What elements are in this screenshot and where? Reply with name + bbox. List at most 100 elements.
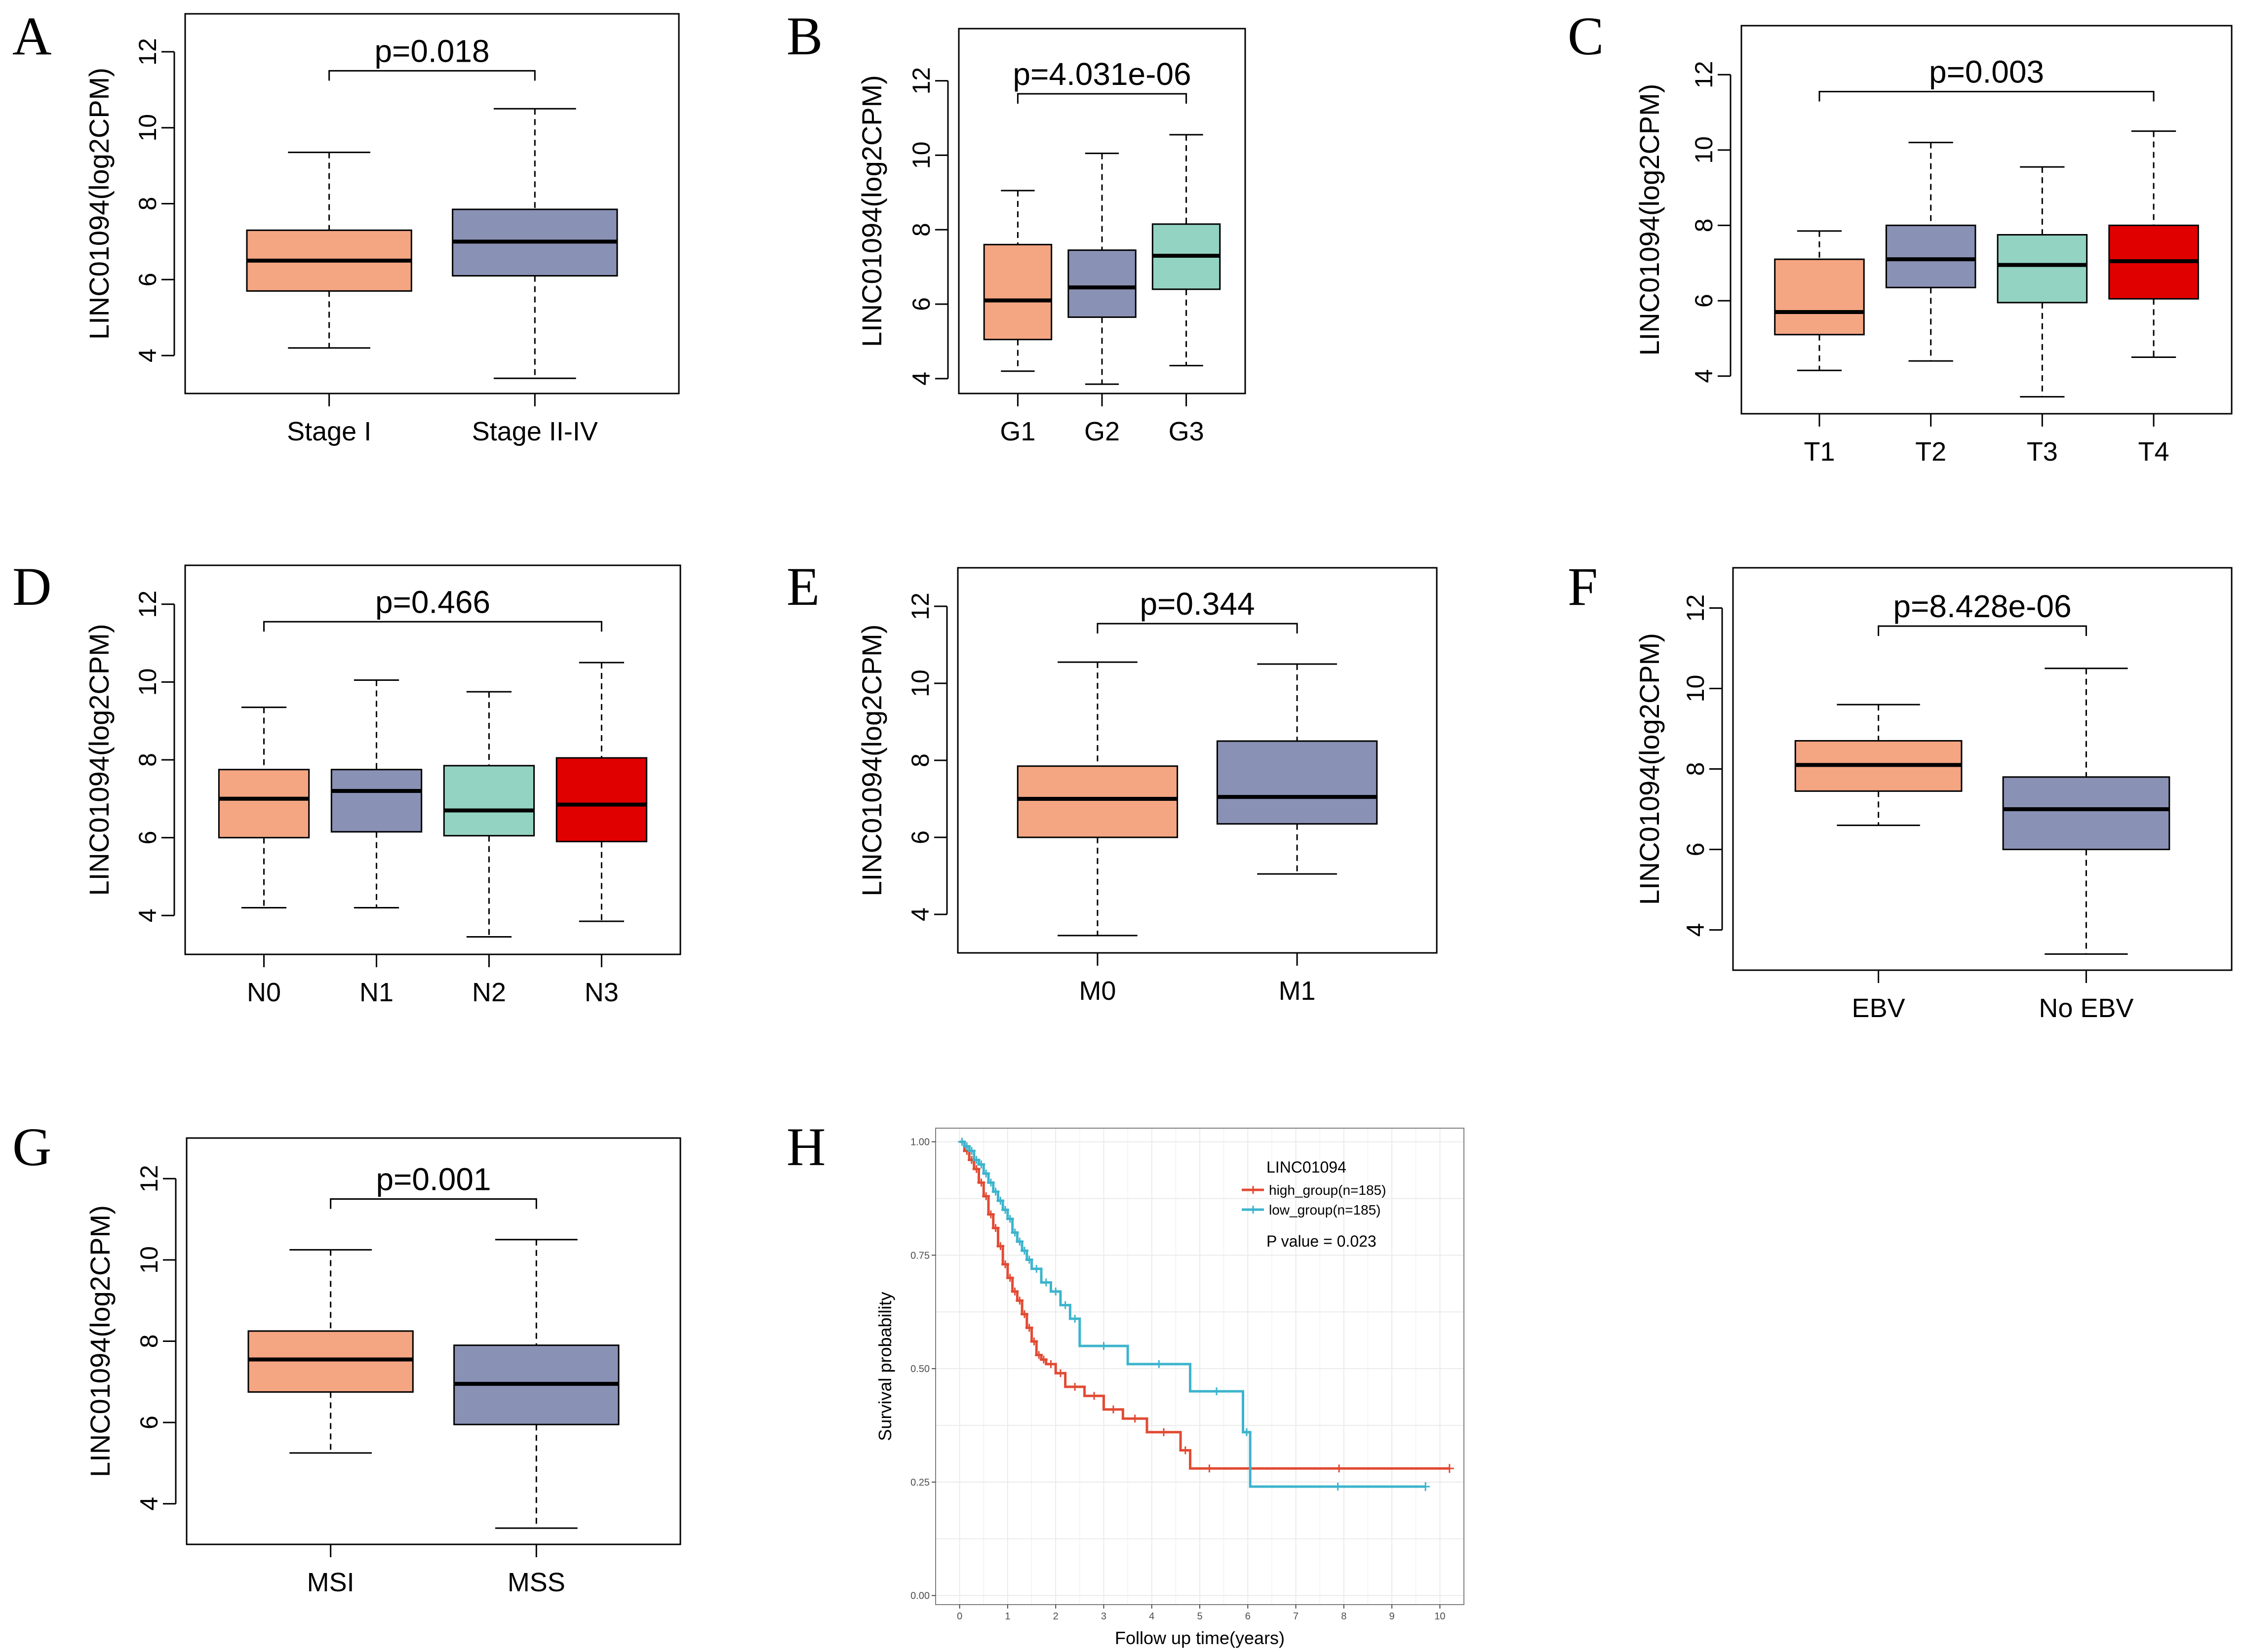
y-axis-title: LINC01094(log2CPM) [83,68,115,340]
y-tick-label: 0.25 [910,1477,930,1488]
y-tick-label: 0.75 [910,1250,930,1261]
box-ebv [1794,704,1963,826]
y-tick-label: 10 [134,669,161,696]
censor-mark [1047,1360,1055,1368]
x-tick-label: T1 [1804,437,1835,467]
x-tick-label: 4 [1149,1611,1154,1622]
legend-censor-mark [1249,1186,1257,1194]
plot-frame [184,13,680,394]
km-series-high [958,1138,1454,1473]
x-tick-label: N0 [247,978,281,1007]
y-tick-label: 6 [907,297,935,311]
censor-mark [967,1146,976,1155]
box-msi [247,1249,414,1454]
y-tick-label: 10 [907,142,935,169]
y-tick-label: 12 [906,592,934,620]
y-tick-label: 6 [135,1416,163,1429]
x-tick-label: 6 [1245,1611,1251,1622]
panel-e: E 4 6 8 10 12 LINC01094(log2CPM) M0 M1 p=0.344 [787,556,1438,1006]
censor-mark [1071,1315,1079,1323]
censor-mark [1020,1247,1028,1255]
censor-mark [1242,1428,1251,1436]
panel-letter: C [1568,6,1604,66]
box-stage-i [246,152,412,349]
y-tick-label: 8 [135,1335,163,1348]
plot-frame [184,564,681,955]
panel-f: F 4 6 8 10 12 LINC01094(log2CPM) EBV No EBV p=8.4… [1568,556,2233,1023]
iqr-box [2002,776,2170,851]
x-tick-label: T4 [2138,437,2169,467]
y-tick-label: 10 [1682,675,1709,703]
censor-mark [1181,1446,1189,1455]
y-tick-label: 4 [1682,923,1709,937]
iqr-box [1017,765,1179,838]
panel-letter: H [787,1117,826,1177]
box-stage-ii-iv [452,108,618,379]
y-tick-label: 8 [134,197,161,211]
box-g3 [1151,134,1221,366]
panel-letter: F [1568,556,1598,617]
y-tick-label: 8 [134,753,161,767]
censor-mark [972,1156,981,1164]
y-tick-label: 4 [907,372,935,386]
y-tick-label: 6 [1690,294,1718,308]
y-tick-label: 12 [134,38,161,66]
y-tick-label: 10 [1690,136,1718,164]
legend-label: high_group(n=185) [1269,1182,1386,1198]
censor-mark [972,1165,981,1173]
censor-mark [991,1187,1000,1196]
x-tick-label: G2 [1084,417,1120,446]
censor-mark [1445,1464,1454,1473]
censor-mark [1071,1382,1079,1391]
censor-mark [996,1242,1005,1250]
plot-frame [957,567,1438,954]
y-tick-label: 8 [1682,762,1709,776]
censor-mark [1090,1392,1098,1400]
comparison-bracket [1878,625,2087,636]
y-tick-label: 10 [135,1246,163,1274]
x-tick-label: G3 [1169,417,1204,446]
x-tick-label: 0 [957,1611,962,1622]
x-tick-label: EBV [1852,993,1905,1023]
panel-letter: E [787,556,820,617]
censor-mark [1030,1337,1038,1345]
legend-label: low_group(n=185) [1269,1202,1381,1218]
panel-b: B 4 6 8 10 12 LINC01094(log2CPM) G1 G2 G3 p=4.031e… [787,6,1246,446]
censor-mark [1213,1387,1221,1396]
censor-mark [1334,1483,1342,1491]
panel-d: D 4 6 8 10 12 LINC01094(log2CPM) N0 N1 N2 N3 p=0.46… [12,556,681,1007]
censor-mark [1001,1206,1010,1214]
y-axis-title: LINC01094(log2CPM) [1634,633,1665,905]
iqr-box [1997,234,2088,304]
censor-mark [1052,1287,1060,1296]
x-tick-label: N2 [472,978,506,1007]
y-axis-title: Survival probability [875,1292,895,1441]
plot-frame [1740,25,2233,415]
censor-mark [982,1192,990,1200]
censor-mark [1205,1464,1214,1473]
plot-frame [1732,567,2233,971]
panel-h: H 0 1 2 3 4 5 6 7 8 9 10 0.00 0.25 0.50 0.75 1.00 Follow … [787,1117,1464,1648]
iqr-box [1067,249,1137,318]
y-tick-label: 10 [906,669,934,697]
censor-mark [1155,1360,1163,1368]
x-tick-label: 9 [1389,1611,1395,1622]
comparison-bracket [1097,623,1298,634]
censor-mark [958,1138,966,1146]
iqr-box [555,757,648,842]
x-tick-label: 7 [1293,1611,1299,1622]
x-tick-label: MSI [307,1568,354,1597]
p-value-label: p=8.428e-06 [1893,589,2071,624]
box-n1 [330,679,423,908]
x-tick-label: T2 [1915,437,1946,467]
censor-mark [1020,1310,1028,1318]
legend-censor-mark [1249,1206,1257,1214]
censor-mark [996,1197,1005,1205]
y-tick-label: 12 [1682,594,1709,622]
panel-letter: A [12,6,51,66]
box-no-ebv [2002,668,2170,955]
censor-mark [986,1210,995,1219]
censor-mark [1039,1355,1048,1364]
x-tick-label: MSS [508,1568,565,1597]
